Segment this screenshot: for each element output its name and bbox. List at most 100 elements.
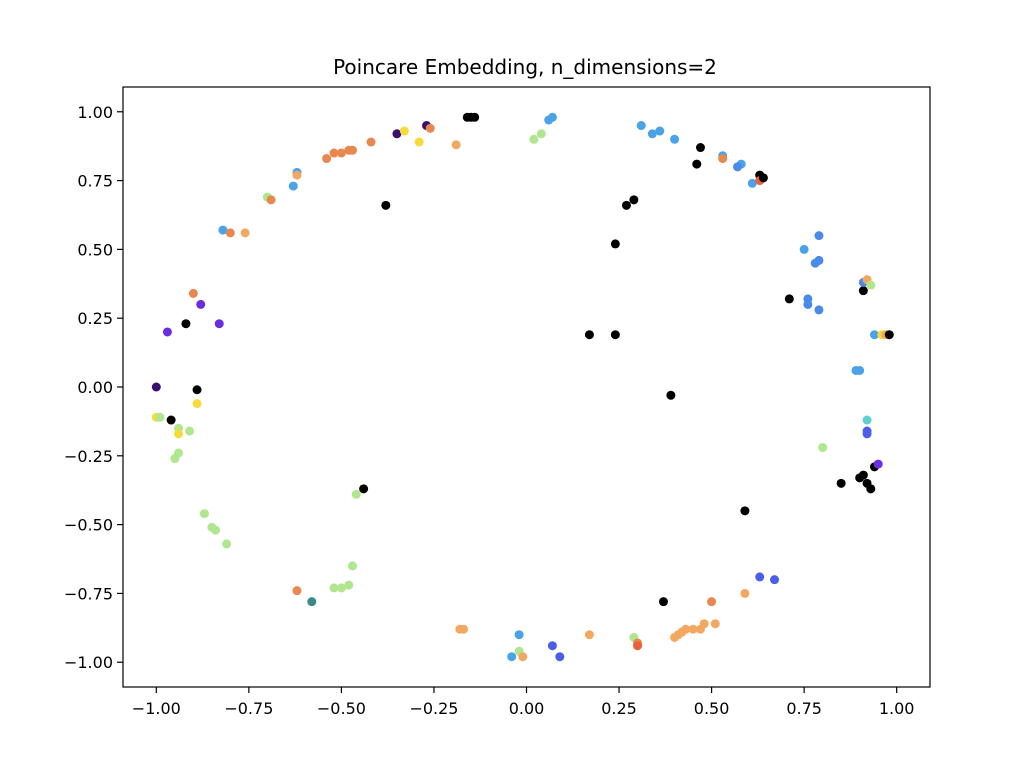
- scatter-point: [514, 630, 524, 640]
- scatter-point: [170, 454, 180, 464]
- scatter-point: [658, 597, 668, 607]
- scatter-point: [192, 399, 202, 409]
- scatter-point: [336, 148, 346, 158]
- x-tick-label: −1.00: [132, 699, 181, 718]
- scatter-point: [858, 286, 868, 296]
- scatter-point: [670, 134, 680, 144]
- scatter-point: [862, 429, 872, 439]
- scatter-point: [288, 181, 298, 191]
- y-tick-label: −0.75: [64, 584, 113, 603]
- scatter-point: [199, 509, 209, 519]
- scatter-point: [507, 652, 517, 662]
- scatter-point: [359, 484, 369, 494]
- scatter-point: [862, 415, 872, 425]
- x-tick-label: 0.75: [786, 699, 822, 718]
- scatter-point: [688, 624, 698, 634]
- y-tick-label: 0.25: [77, 309, 113, 328]
- scatter-point: [470, 112, 480, 122]
- x-tick-label: 1.00: [879, 699, 915, 718]
- scatter-point: [425, 123, 435, 133]
- scatter-point: [181, 319, 191, 329]
- scatter-point: [329, 583, 339, 593]
- chart-title: Poincare Embedding, n_dimensions=2: [333, 55, 717, 79]
- scatter-point: [292, 170, 302, 180]
- scatter-point: [584, 630, 594, 640]
- scatter-point: [196, 299, 206, 309]
- scatter-point: [814, 231, 824, 241]
- scatter-point: [681, 624, 691, 634]
- scatter-point: [784, 294, 794, 304]
- x-tick-label: 0.50: [694, 699, 730, 718]
- scatter-point: [322, 154, 332, 164]
- x-tick-label: 0.00: [509, 699, 545, 718]
- scatter-point: [818, 443, 828, 453]
- x-tick-label: −0.50: [317, 699, 366, 718]
- scatter-point: [366, 137, 376, 147]
- scatter-point: [529, 134, 539, 144]
- y-tick-label: 0.50: [77, 240, 113, 259]
- scatter-point: [307, 597, 317, 607]
- scatter-point: [392, 129, 402, 139]
- y-tick-label: 0.00: [77, 378, 113, 397]
- scatter-point: [266, 195, 276, 205]
- scatter-point: [647, 129, 657, 139]
- scatter-point: [329, 148, 339, 158]
- scatter-point: [655, 126, 665, 136]
- scatter-point: [707, 597, 717, 607]
- scatter-point: [155, 412, 165, 422]
- scatter-point: [866, 280, 876, 290]
- y-axis-ticks: −1.00 −0.75 −0.50 −0.25 0.00 0.25 0.50 0.75 1.00: [64, 103, 123, 672]
- scatter-point: [151, 382, 161, 392]
- scatter-point: [174, 429, 184, 439]
- scatter-point: [214, 319, 224, 329]
- scatter-point: [555, 652, 565, 662]
- scatter-point: [799, 244, 809, 254]
- axes-frame: [122, 86, 931, 688]
- scatter-point: [192, 385, 202, 395]
- scatter-point: [866, 484, 876, 494]
- scatter-point: [621, 200, 631, 210]
- scatter-point: [710, 619, 720, 629]
- x-axis-ticks: −1.00 −0.75 −0.50 −0.25 0.00 0.25 0.50 0.75 1.00: [132, 687, 915, 718]
- scatter-point: [162, 327, 172, 337]
- scatter-point: [695, 143, 705, 153]
- scatter-point: [344, 580, 354, 590]
- x-tick-label: −0.25: [409, 699, 458, 718]
- scatter-point: [547, 112, 557, 122]
- scatter-point: [869, 330, 879, 340]
- scatter-point: [814, 305, 824, 315]
- scatter-point: [211, 525, 221, 535]
- scatter-point: [836, 478, 846, 488]
- scatter-point: [740, 506, 750, 516]
- scatter-point: [399, 126, 409, 136]
- scatter-point: [584, 330, 594, 340]
- scatter-point: [884, 330, 894, 340]
- scatter-point: [733, 162, 743, 172]
- scatter-point: [381, 200, 391, 210]
- scatter-point: [166, 415, 176, 425]
- scatter-point: [188, 288, 198, 298]
- scatter-point: [803, 299, 813, 309]
- scatter-point: [873, 459, 883, 469]
- scatter-point: [636, 121, 646, 131]
- scatter-point: [858, 470, 868, 480]
- scatter-point: [225, 228, 235, 238]
- scatter-point: [414, 137, 424, 147]
- scatter-point: [633, 641, 643, 651]
- scatter-point: [536, 129, 546, 139]
- y-tick-label: −1.00: [64, 653, 113, 672]
- scatter-point: [692, 159, 702, 169]
- y-tick-label: 0.75: [77, 172, 113, 191]
- scatter-point: [348, 561, 358, 571]
- x-tick-label: −0.75: [224, 699, 273, 718]
- scatter-point: [758, 173, 768, 183]
- scatter-point: [814, 255, 824, 265]
- scatter-point: [718, 154, 728, 164]
- y-tick-label: −0.25: [64, 447, 113, 466]
- scatter-point: [518, 652, 528, 662]
- scatter-point: [185, 426, 195, 436]
- scatter-point: [747, 178, 757, 188]
- scatter-point: [451, 140, 461, 150]
